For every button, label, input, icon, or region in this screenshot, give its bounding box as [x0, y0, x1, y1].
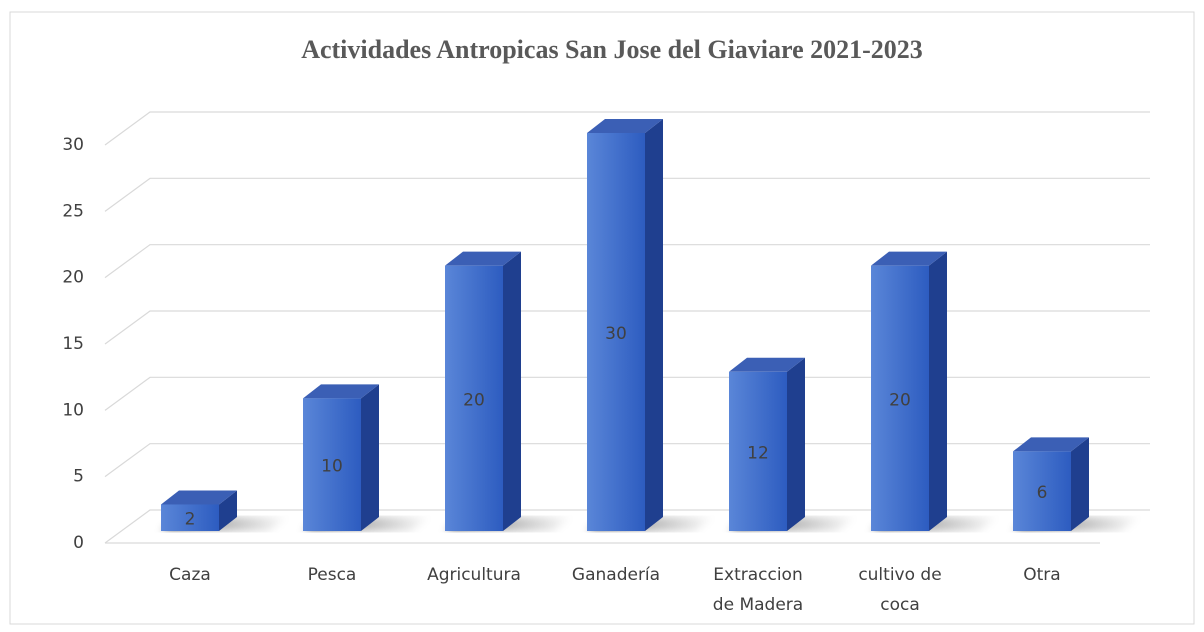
bar-side: [219, 490, 237, 531]
grid-line: [104, 376, 1150, 411]
x-tick-label-line: Ganadería: [572, 565, 660, 585]
data-label: 20: [463, 390, 485, 410]
bar: [871, 265, 929, 531]
chart-title: Actividades Antropicas San Jose del Giav…: [301, 35, 923, 64]
x-tick-label-line: Caza: [169, 565, 211, 585]
bar: [729, 371, 787, 531]
data-label: 20: [889, 390, 911, 410]
x-tick-label: cultivo de coca: [858, 565, 941, 615]
bar: [445, 265, 503, 531]
x-tick-label: Ganadería: [572, 565, 660, 585]
bar-side: [361, 384, 379, 531]
x-tick-label: Caza: [169, 565, 211, 585]
grid-line: [104, 244, 1150, 279]
bar: [1013, 451, 1071, 531]
y-tick-label: 10: [62, 400, 84, 420]
bar-side: [1071, 437, 1089, 531]
data-label: 10: [321, 457, 343, 477]
y-tick-label: 0: [73, 533, 84, 553]
bar-side: [929, 251, 947, 531]
x-tick-label-line: Extraccion: [713, 565, 802, 585]
bar-top: [1013, 437, 1089, 452]
bar-top: [871, 251, 947, 266]
x-tick-label-line: Pesca: [308, 565, 357, 585]
bar: [161, 504, 219, 531]
x-tick-label-line: Agricultura: [427, 565, 521, 585]
bar-top: [161, 490, 237, 505]
x-tick-label: Agricultura: [427, 565, 521, 585]
y-tick-label: 5: [73, 467, 84, 487]
bar-side: [503, 251, 521, 531]
grid-line: [104, 443, 1150, 478]
y-tick-label: 25: [62, 201, 84, 221]
x-tick-label-line: de Madera: [713, 595, 803, 615]
x-tick-label: Extraccion de Madera: [713, 565, 803, 615]
data-label: 6: [1037, 483, 1048, 503]
data-label: 12: [747, 443, 769, 463]
bar-top: [445, 251, 521, 266]
data-label: 30: [605, 324, 627, 344]
bar-top: [587, 119, 663, 133]
bar-top: [303, 384, 379, 399]
grid-line: [104, 177, 1150, 212]
x-tick-label: Pesca: [308, 565, 357, 585]
x-tick-label-line: coca: [880, 595, 920, 615]
grid-line: [104, 509, 1150, 544]
y-tick-label: 15: [62, 334, 84, 354]
bar-side: [645, 119, 663, 531]
grid-line: [104, 310, 1150, 345]
x-tick-label-line: Otra: [1023, 565, 1060, 585]
y-tick-label: 20: [62, 268, 84, 288]
bar: [587, 133, 645, 531]
x-tick-label: Otra: [1023, 565, 1060, 585]
bar: [303, 398, 361, 531]
data-label: 2: [185, 510, 196, 530]
bar-side: [787, 357, 805, 531]
bar-top: [729, 357, 805, 372]
grid-line: [104, 111, 1150, 146]
y-tick-label: 30: [62, 135, 84, 155]
x-tick-label-line: cultivo de: [858, 565, 941, 585]
